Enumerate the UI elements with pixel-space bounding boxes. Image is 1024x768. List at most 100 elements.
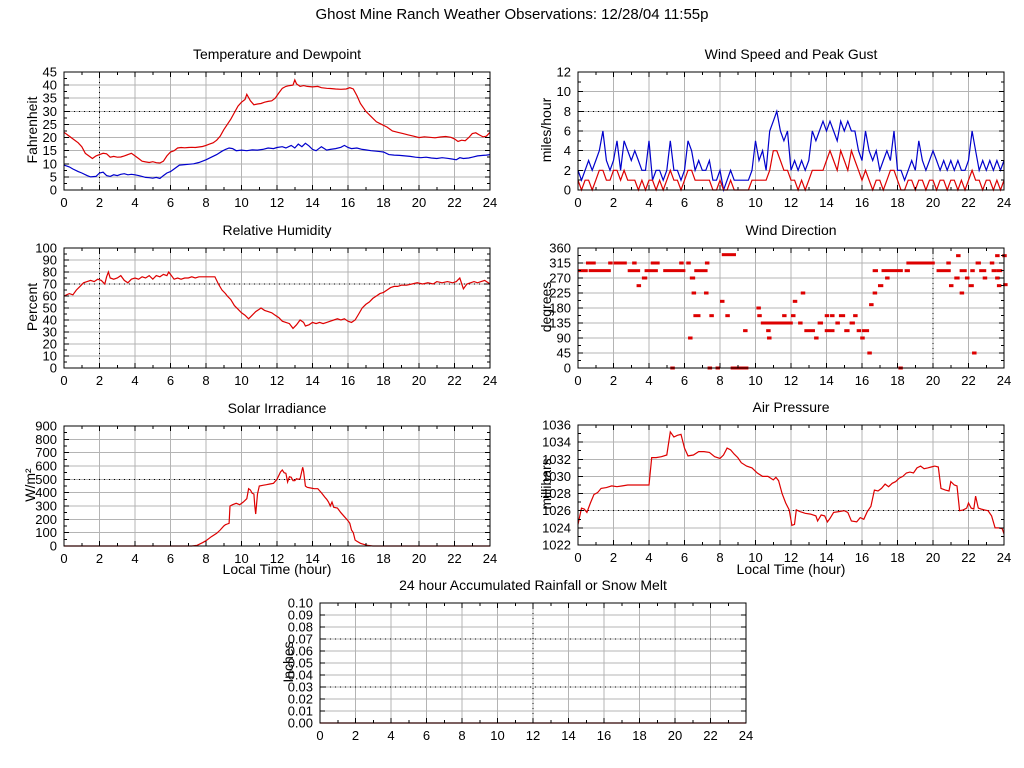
- svg-text:4: 4: [131, 373, 138, 388]
- solar-plot: 0 2 4 6 8 10 12 14 16 18 20 22 240100200300400500600…: [35, 419, 497, 567]
- svg-text:35: 35: [43, 91, 57, 106]
- svg-text:10: 10: [490, 728, 504, 743]
- svg-text:22: 22: [961, 550, 975, 565]
- svg-text:400: 400: [35, 485, 57, 500]
- svg-text:2: 2: [610, 550, 617, 565]
- svg-text:60: 60: [43, 289, 57, 304]
- svg-text:0.03: 0.03: [288, 680, 313, 695]
- svg-text:12: 12: [557, 65, 571, 80]
- svg-text:800: 800: [35, 432, 57, 447]
- svg-text:10: 10: [43, 349, 57, 364]
- svg-text:80: 80: [43, 265, 57, 280]
- svg-text:24: 24: [997, 373, 1011, 388]
- svg-text:8: 8: [716, 373, 723, 388]
- svg-text:16: 16: [341, 373, 355, 388]
- svg-text:20: 20: [926, 373, 940, 388]
- svg-text:90: 90: [557, 331, 571, 346]
- svg-text:10: 10: [748, 550, 762, 565]
- winddirection-tick-labels: 0 2 4 6 8 10 12 14 16 18 20 22 240459013518022527031…: [549, 241, 1011, 389]
- svg-text:22: 22: [447, 195, 461, 210]
- svg-text:1024: 1024: [542, 520, 571, 535]
- svg-text:0.05: 0.05: [288, 656, 313, 671]
- svg-text:18: 18: [376, 373, 390, 388]
- svg-text:6: 6: [167, 373, 174, 388]
- svg-text:30: 30: [43, 104, 57, 119]
- svg-text:8: 8: [202, 551, 209, 566]
- svg-text:15: 15: [43, 143, 57, 158]
- svg-text:1032: 1032: [542, 452, 571, 467]
- svg-text:0.06: 0.06: [288, 644, 313, 659]
- svg-text:1034: 1034: [542, 435, 571, 450]
- svg-text:2: 2: [96, 551, 103, 566]
- svg-text:1026: 1026: [542, 503, 571, 518]
- svg-text:14: 14: [305, 373, 319, 388]
- relative-humidity-series: [63, 270, 491, 330]
- svg-text:45: 45: [557, 346, 571, 361]
- svg-text:10: 10: [43, 156, 57, 171]
- solar-x-axis-label: Local Time (hour): [222, 561, 332, 577]
- svg-text:6: 6: [167, 195, 174, 210]
- svg-text:12: 12: [784, 373, 798, 388]
- svg-text:2: 2: [96, 373, 103, 388]
- svg-text:20: 20: [412, 551, 426, 566]
- svg-text:14: 14: [305, 551, 319, 566]
- svg-text:18: 18: [890, 550, 904, 565]
- svg-text:2: 2: [610, 195, 617, 210]
- pressure-chart-title: Air Pressure: [752, 399, 830, 415]
- svg-text:8: 8: [202, 373, 209, 388]
- svg-text:24: 24: [739, 728, 753, 743]
- svg-text:20: 20: [668, 728, 682, 743]
- svg-text:6: 6: [167, 551, 174, 566]
- svg-text:6: 6: [564, 124, 571, 139]
- svg-text:180: 180: [549, 301, 571, 316]
- svg-text:16: 16: [855, 550, 869, 565]
- svg-text:1030: 1030: [542, 469, 571, 484]
- svg-text:12: 12: [270, 195, 284, 210]
- winddirection-plot: 0 2 4 6 8 10 12 14 16 18 20 22 240459013518022527031…: [549, 241, 1011, 389]
- svg-text:6: 6: [681, 195, 688, 210]
- svg-text:0: 0: [564, 361, 571, 376]
- svg-text:8: 8: [202, 195, 209, 210]
- svg-text:600: 600: [35, 459, 57, 474]
- svg-text:4: 4: [131, 551, 138, 566]
- svg-text:0.04: 0.04: [288, 668, 313, 683]
- svg-text:500: 500: [35, 472, 57, 487]
- svg-text:2: 2: [96, 195, 103, 210]
- svg-text:14: 14: [561, 728, 575, 743]
- svg-text:200: 200: [35, 512, 57, 527]
- svg-text:0: 0: [60, 373, 67, 388]
- solar-chart-title: Solar Irradiance: [227, 400, 327, 416]
- page-title: Ghost Mine Ranch Weather Observations: 1…: [315, 6, 709, 23]
- svg-text:0: 0: [316, 728, 323, 743]
- svg-text:20: 20: [926, 195, 940, 210]
- svg-text:20: 20: [43, 337, 57, 352]
- wind-speed-chart-title: Wind Speed and Peak Gust: [704, 46, 878, 62]
- svg-text:8: 8: [458, 728, 465, 743]
- svg-text:270: 270: [549, 271, 571, 286]
- svg-text:18: 18: [632, 728, 646, 743]
- humidity-chart-title: Relative Humidity: [222, 222, 332, 238]
- svg-text:12: 12: [270, 551, 284, 566]
- svg-text:100: 100: [35, 241, 57, 256]
- svg-text:12: 12: [784, 195, 798, 210]
- humidity-tick-labels: 0 2 4 6 8 10 12 14 16 18 20 22 240102030405060708090…: [35, 241, 497, 389]
- svg-text:24: 24: [483, 551, 497, 566]
- svg-text:900: 900: [35, 419, 57, 434]
- svg-text:50: 50: [43, 301, 57, 316]
- svg-text:0: 0: [60, 551, 67, 566]
- svg-text:225: 225: [549, 286, 571, 301]
- svg-text:8: 8: [716, 550, 723, 565]
- rain-tick-labels: 0 2 4 6 8 10 12 14 16 18 20 22 240.000.010.020.030.0…: [288, 596, 754, 744]
- svg-text:10: 10: [234, 195, 248, 210]
- svg-text:135: 135: [549, 316, 571, 331]
- svg-text:16: 16: [597, 728, 611, 743]
- svg-text:8: 8: [564, 104, 571, 119]
- wind-speed-series: [577, 148, 1005, 192]
- svg-text:24: 24: [483, 195, 497, 210]
- svg-text:2: 2: [564, 163, 571, 178]
